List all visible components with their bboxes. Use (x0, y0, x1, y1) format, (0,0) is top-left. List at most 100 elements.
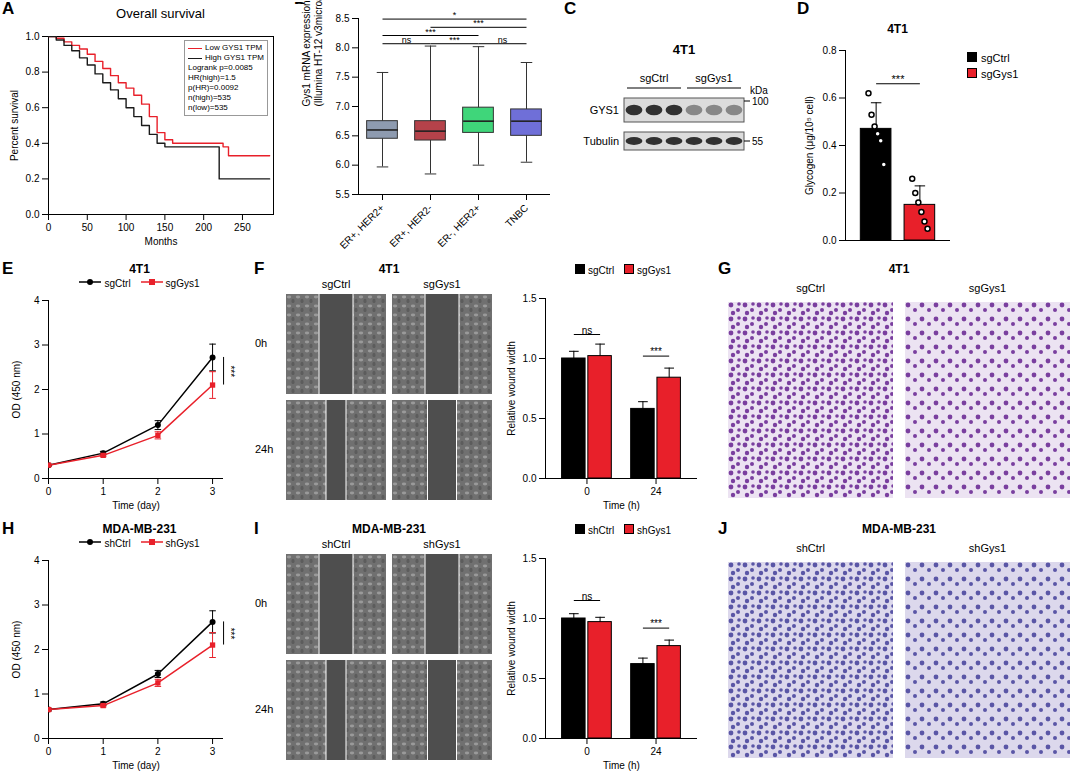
svg-text:0.4: 0.4 (823, 140, 837, 151)
html-text:G: G (718, 259, 732, 278)
svg-text:OD (450 nm): OD (450 nm) (11, 621, 22, 679)
svg-text:1: 1 (34, 688, 40, 699)
svg-text:6.0: 6.0 (336, 159, 350, 170)
svg-text:0.0: 0.0 (523, 733, 537, 744)
svg-text:1: 1 (34, 428, 40, 439)
svg-text:2: 2 (155, 746, 161, 757)
svg-text:***: *** (449, 35, 460, 45)
svg-text:1.5: 1.5 (523, 293, 537, 304)
svg-text:0: 0 (46, 222, 52, 233)
html-text:4T1: 4T1 (888, 262, 910, 276)
svg-text:3: 3 (210, 486, 216, 497)
svg-text:200: 200 (195, 222, 212, 233)
svg-text:2: 2 (34, 644, 40, 655)
svg-text:Glycogen (μg/10⁵ cell): Glycogen (μg/10⁵ cell) (804, 96, 815, 195)
svg-text:1: 1 (100, 486, 106, 497)
svg-text:OD (450 nm): OD (450 nm) (11, 361, 22, 419)
svg-text:0.0: 0.0 (26, 209, 40, 220)
svg-text:150: 150 (157, 222, 174, 233)
svg-text:Gys1 mRNA expression(Illumina: Gys1 mRNA expression(Illumina HT-12 v3mi… (301, 0, 324, 107)
svg-text:ns: ns (402, 35, 412, 45)
svg-text:0: 0 (34, 473, 40, 484)
svg-text:GYS1: GYS1 (590, 104, 619, 116)
svg-text:Percent survival: Percent survival (9, 90, 20, 161)
svg-text:0.6: 0.6 (26, 102, 40, 113)
svg-text:0: 0 (584, 486, 590, 497)
svg-text:kDa: kDa (750, 85, 768, 96)
svg-text:100: 100 (118, 222, 135, 233)
svg-text:sgGys1: sgGys1 (695, 72, 732, 84)
svg-text:Time (day): Time (day) (112, 500, 159, 511)
svg-text:0.6: 0.6 (823, 92, 837, 103)
svg-text:8.5: 8.5 (336, 13, 350, 24)
svg-text:0: 0 (46, 486, 52, 497)
svg-text:2: 2 (155, 486, 161, 497)
svg-text:6.5: 6.5 (336, 130, 350, 141)
svg-text:***: *** (473, 18, 484, 28)
svg-text:0.0: 0.0 (523, 473, 537, 484)
svg-text:***: *** (650, 346, 662, 357)
html-text:Overall survival: Overall survival (116, 6, 205, 21)
svg-text:0.8: 0.8 (26, 66, 40, 77)
svg-text:3: 3 (210, 746, 216, 757)
svg-text:5.5: 5.5 (336, 189, 350, 200)
svg-text:ns: ns (498, 35, 508, 45)
svg-text:Time (h): Time (h) (603, 760, 640, 771)
svg-text:1.0: 1.0 (523, 353, 537, 364)
svg-text:ER+, HER2+: ER+, HER2+ (338, 202, 387, 251)
svg-text:8.0: 8.0 (336, 42, 350, 53)
html-text:MDA-MB-231: MDA-MB-231 (352, 522, 426, 536)
svg-text:Time (h): Time (h) (603, 500, 640, 511)
svg-text:***: *** (225, 365, 236, 377)
svg-text:100: 100 (752, 96, 769, 107)
html-text:MDA-MB-231: MDA-MB-231 (862, 522, 936, 536)
svg-text:Relative wound width: Relative wound width (506, 601, 517, 696)
svg-text:0.2: 0.2 (26, 173, 40, 184)
html-text:MDA-MB-231: MDA-MB-231 (102, 522, 177, 536)
svg-text:0.4: 0.4 (26, 138, 40, 149)
svg-text:0: 0 (584, 746, 590, 757)
svg-text:Time (day): Time (day) (112, 760, 159, 771)
svg-text:1.0: 1.0 (523, 613, 537, 624)
svg-text:50: 50 (82, 222, 94, 233)
html-text:4T1: 4T1 (129, 262, 150, 276)
svg-text:3: 3 (34, 599, 40, 610)
svg-text:1.0: 1.0 (26, 31, 40, 42)
svg-text:1.5: 1.5 (523, 553, 537, 564)
svg-text:0.0: 0.0 (823, 235, 837, 246)
svg-text:ER+, HER2-: ER+, HER2- (387, 202, 434, 249)
svg-text:TNBC: TNBC (503, 202, 530, 229)
svg-text:0.8: 0.8 (823, 45, 837, 56)
svg-text:Relative wound width: Relative wound width (506, 341, 517, 436)
svg-text:Tubulin: Tubulin (583, 135, 619, 147)
svg-text:4T1: 4T1 (673, 42, 695, 57)
svg-text:2: 2 (34, 384, 40, 395)
svg-text:0.2: 0.2 (823, 187, 837, 198)
svg-text:***: *** (225, 628, 236, 640)
svg-text:55: 55 (752, 136, 764, 147)
html-text:4T1: 4T1 (887, 22, 908, 36)
svg-text:0.5: 0.5 (523, 673, 537, 684)
svg-text:sgCtrl: sgCtrl (640, 72, 669, 84)
html-text:4T1: 4T1 (378, 262, 400, 276)
svg-text:0.5: 0.5 (523, 413, 537, 424)
svg-text:0: 0 (34, 733, 40, 744)
svg-text:7.5: 7.5 (336, 71, 350, 82)
svg-text:3: 3 (34, 339, 40, 350)
svg-text:0: 0 (46, 746, 52, 757)
svg-text:***: *** (425, 27, 436, 37)
svg-text:ER-, HER2+: ER-, HER2+ (435, 202, 482, 249)
svg-text:7.0: 7.0 (336, 101, 350, 112)
svg-text:***: *** (892, 73, 906, 85)
svg-text:***: *** (650, 618, 662, 629)
svg-text:ns: ns (582, 325, 593, 336)
svg-text:4: 4 (34, 295, 40, 306)
svg-text:Months: Months (145, 236, 178, 247)
svg-text:1: 1 (100, 746, 106, 757)
svg-text:24: 24 (650, 746, 662, 757)
svg-text:250: 250 (234, 222, 251, 233)
svg-text:24: 24 (650, 486, 662, 497)
svg-text:ns: ns (582, 591, 593, 602)
svg-text:*: * (453, 10, 457, 20)
svg-text:4: 4 (34, 555, 40, 566)
